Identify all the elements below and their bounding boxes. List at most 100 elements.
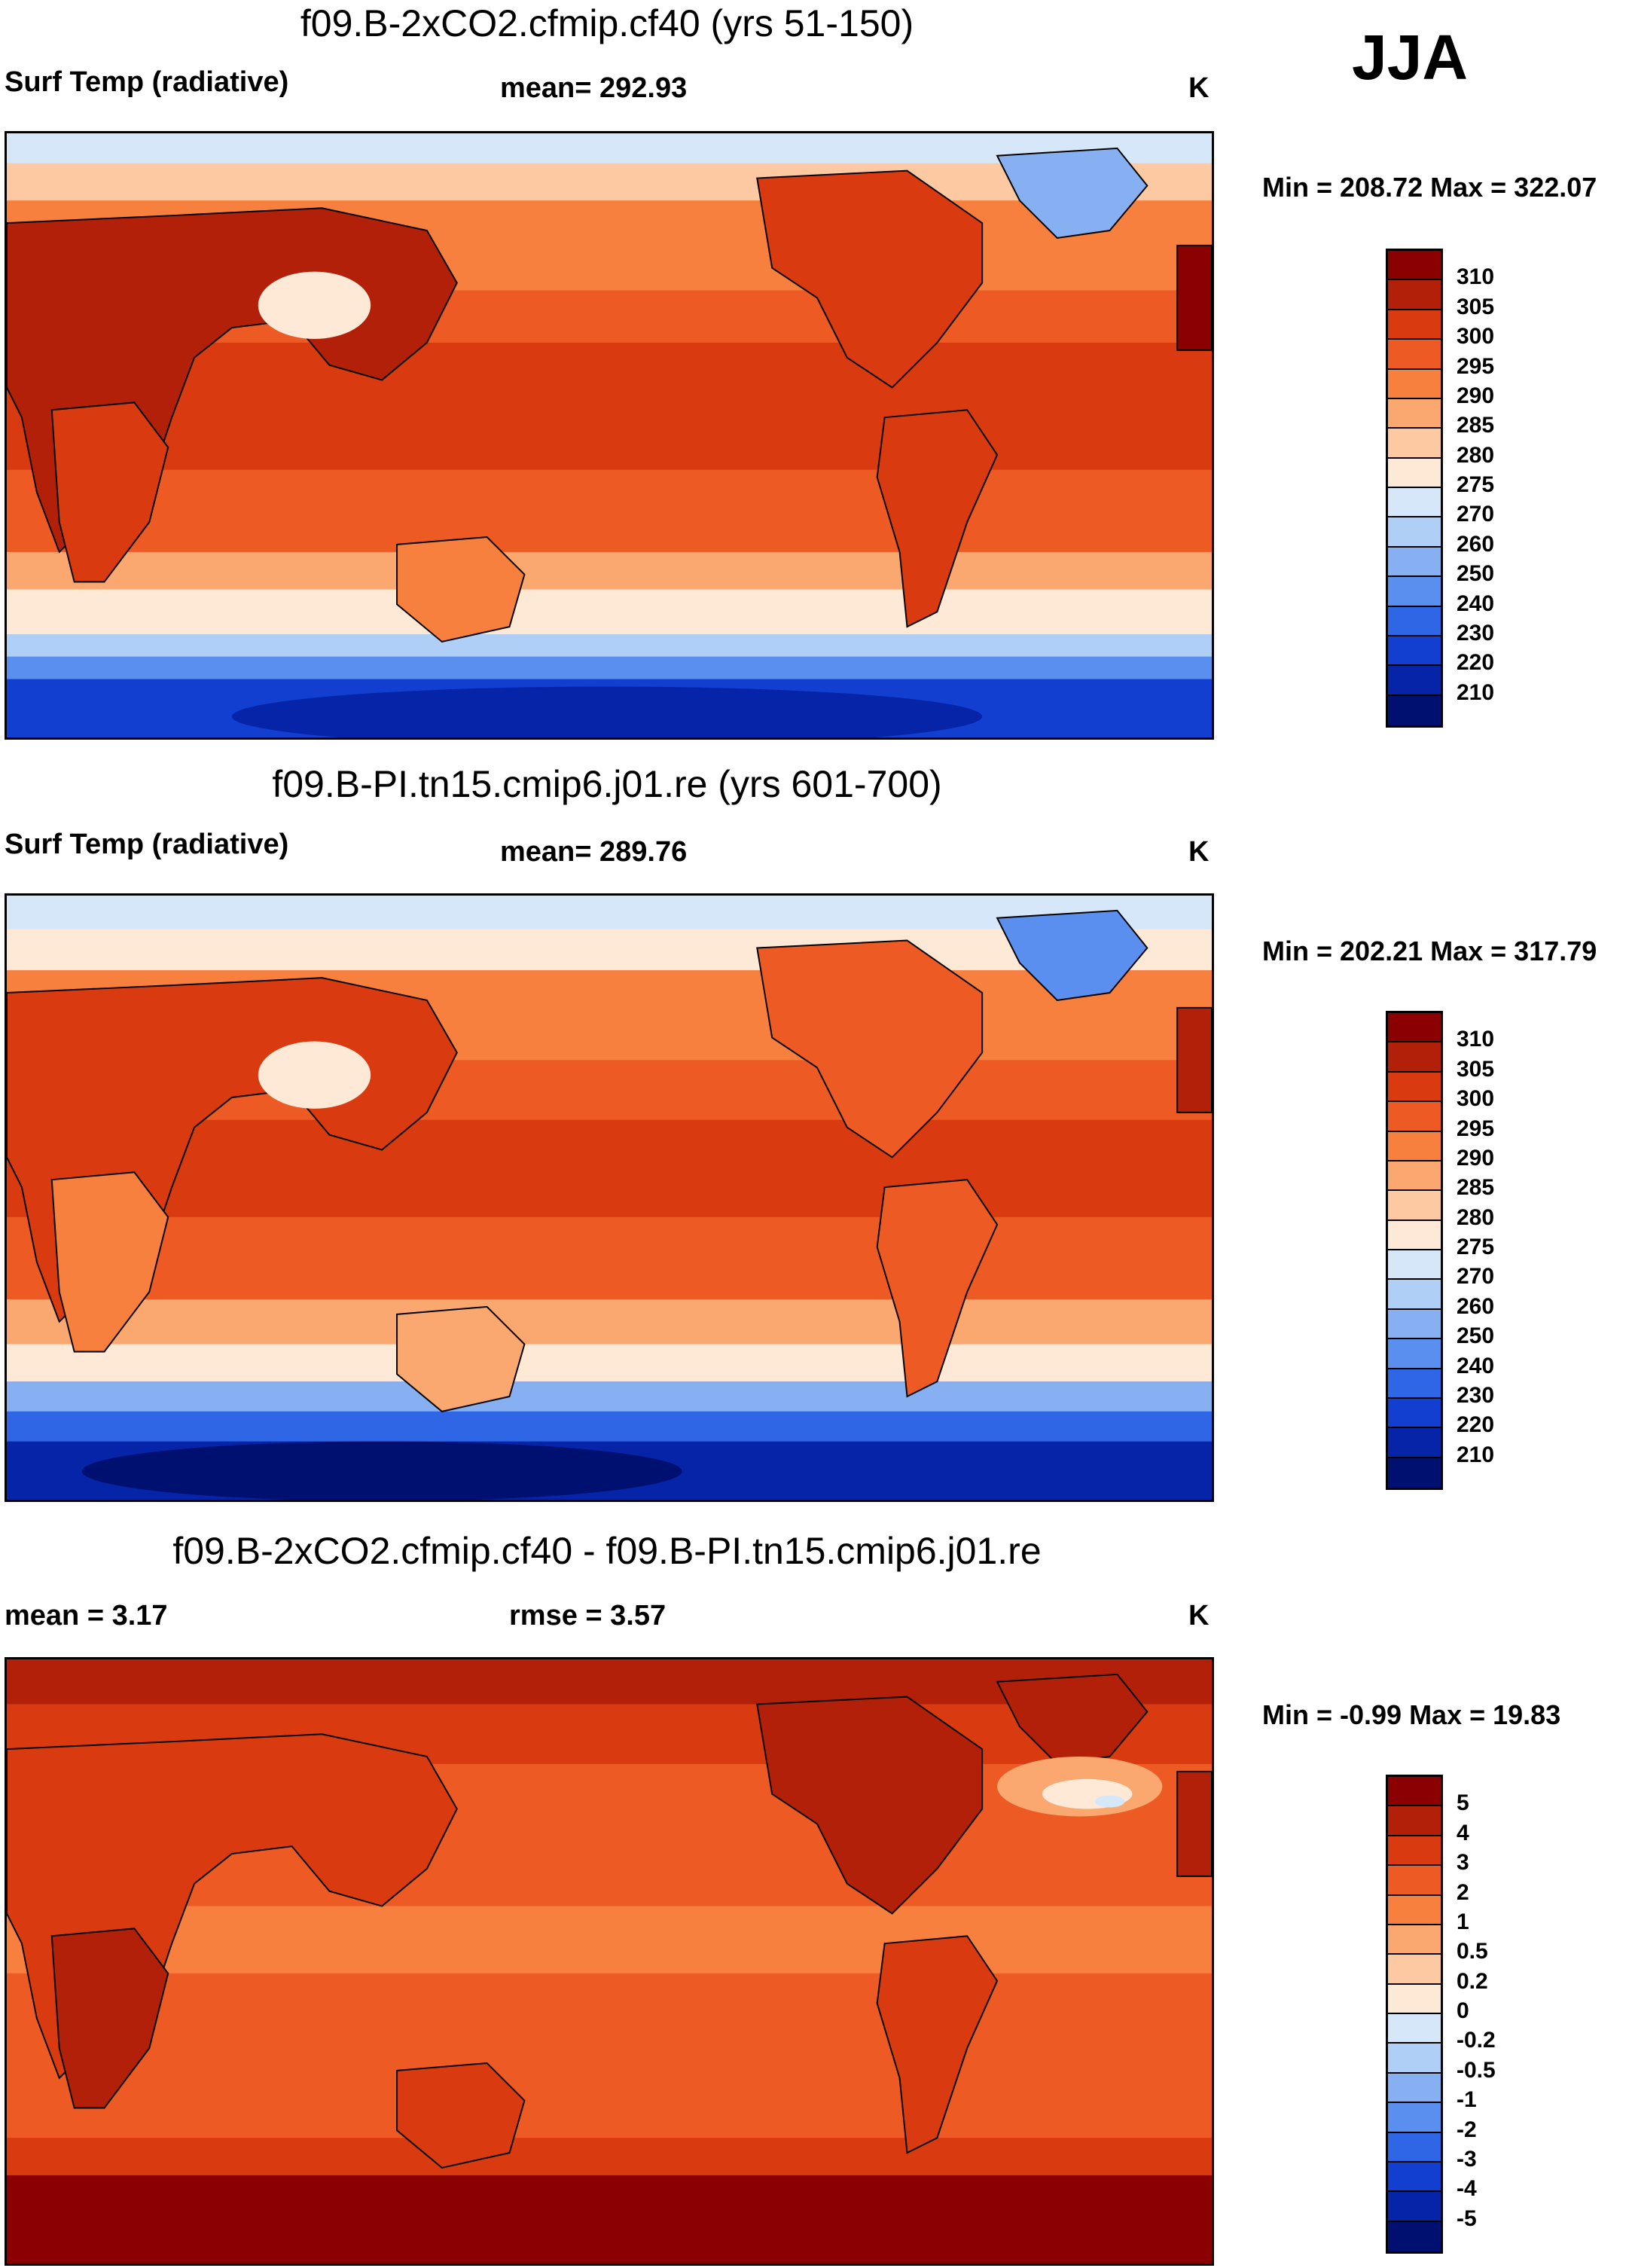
- panel-3-map-field: [7, 1659, 1212, 2263]
- colorbar-swatch: [1388, 1428, 1441, 1458]
- panel-1-title: f09.B-2xCO2.cfmip.cf40 (yrs 51-150): [300, 2, 914, 44]
- colorbar-tick-label: 2: [1457, 1879, 1469, 1905]
- colorbar-swatch: [1388, 547, 1441, 578]
- colorbar-swatch: [1388, 1220, 1441, 1250]
- colorbar-swatch: [1388, 577, 1441, 607]
- colorbar-tick-label: 220: [1457, 1412, 1495, 1438]
- colorbar-swatch: [1388, 1191, 1441, 1221]
- colorbar-swatch: [1388, 1777, 1441, 1807]
- colorbar-swatch: [1388, 636, 1441, 667]
- colorbar-swatch: [1388, 517, 1441, 548]
- colorbar-tick-label: 290: [1457, 1145, 1495, 1171]
- colorbar-tick-label: 300: [1457, 1086, 1495, 1112]
- colorbar-tick-label: 285: [1457, 413, 1495, 438]
- colorbar-swatch: [1388, 1161, 1441, 1192]
- panel-2-map-field: [7, 896, 1212, 1500]
- colorbar-tick-label: 310: [1457, 264, 1495, 290]
- colorbar-swatch: [1388, 1925, 1441, 1955]
- colorbar-swatch: [1388, 1955, 1441, 1985]
- colorbar-swatch: [1388, 1866, 1441, 1896]
- colorbar-tick-label: 0.2: [1457, 1968, 1488, 1994]
- panel-1-variable: Surf Temp (radiative): [5, 66, 289, 98]
- colorbar-tick-label: -1: [1457, 2087, 1477, 2113]
- panel-1-mean: mean= 292.93: [500, 72, 688, 104]
- colorbar-swatch: [1388, 1398, 1441, 1429]
- panel-1-map: [5, 131, 1214, 740]
- colorbar-swatch: [1388, 1131, 1441, 1161]
- colorbar-tick-label: 295: [1457, 353, 1495, 379]
- colorbar-tick-label: -2: [1457, 2117, 1477, 2142]
- colorbar-tick-label: -0.2: [1457, 2028, 1496, 2053]
- panel-2-variable: Surf Temp (radiative): [5, 829, 289, 860]
- colorbar-swatch: [1388, 2192, 1441, 2222]
- colorbar-tick-label: 210: [1457, 1442, 1495, 1467]
- colorbar-swatch: [1388, 2221, 1441, 2251]
- colorbar-swatch: [1388, 666, 1441, 696]
- colorbar-swatch: [1388, 2132, 1441, 2163]
- panel-2-map: [5, 893, 1214, 1502]
- colorbar-tick-label: 285: [1457, 1175, 1495, 1201]
- panel-3-mean: mean = 3.17: [5, 1600, 168, 1632]
- colorbar-tick-label: 4: [1457, 1820, 1469, 1845]
- colorbar-swatch: [1388, 1013, 1441, 1043]
- colorbar-tick-label: 305: [1457, 294, 1495, 319]
- colorbar-tick-label: 300: [1457, 324, 1495, 350]
- colorbar-swatch: [1388, 429, 1441, 459]
- colorbar-swatch: [1388, 1806, 1441, 1836]
- colorbar-tick-label: 275: [1457, 472, 1495, 497]
- colorbar-tick-label: 260: [1457, 531, 1495, 557]
- panel-3-rmse: rmse = 3.57: [509, 1600, 667, 1632]
- colorbar-swatch: [1388, 488, 1441, 518]
- colorbar-swatch: [1388, 1250, 1441, 1281]
- panel-3-map: [5, 1657, 1214, 2266]
- panel-1-minmax: Min = 208.72 Max = 322.07: [1262, 172, 1597, 203]
- colorbar-tick-label: 250: [1457, 561, 1495, 587]
- colorbar-tick-label: 240: [1457, 591, 1495, 616]
- colorbar-tick-label: 270: [1457, 502, 1495, 527]
- colorbar-swatch: [1388, 1836, 1441, 1867]
- colorbar-tick-label: 310: [1457, 1027, 1495, 1052]
- panel-1-colorbar: [1386, 249, 1443, 728]
- colorbar-tick-label: 260: [1457, 1293, 1495, 1319]
- panel-2-colorbar: [1386, 1011, 1443, 1490]
- colorbar-tick-label: 290: [1457, 383, 1495, 408]
- colorbar-tick-label: 305: [1457, 1056, 1495, 1082]
- colorbar-tick-label: 275: [1457, 1235, 1495, 1259]
- colorbar-tick-label: 5: [1457, 1790, 1469, 1816]
- colorbar-tick-label: 230: [1457, 1382, 1495, 1408]
- colorbar-tick-label: 0: [1457, 1998, 1469, 2023]
- colorbar-swatch: [1388, 251, 1441, 281]
- colorbar-swatch: [1388, 1369, 1441, 1399]
- colorbar-tick-label: 280: [1457, 1204, 1495, 1230]
- colorbar-swatch: [1388, 1458, 1441, 1488]
- panel-3-colorbar: [1386, 1775, 1443, 2254]
- panel-3-minmax: Min = -0.99 Max = 19.83: [1262, 1699, 1561, 1730]
- colorbar-swatch: [1388, 1984, 1441, 2014]
- colorbar-swatch: [1388, 1309, 1441, 1340]
- panel-2-mean: mean= 289.76: [500, 836, 688, 868]
- colorbar-swatch: [1388, 1072, 1441, 1103]
- colorbar-swatch: [1388, 398, 1441, 429]
- colorbar-tick-label: 280: [1457, 442, 1495, 468]
- panel-1-map-field: [7, 133, 1212, 737]
- colorbar-swatch: [1388, 280, 1441, 310]
- colorbar-tick-label: 0.5: [1457, 1939, 1488, 1964]
- colorbar-tick-label: 240: [1457, 1353, 1495, 1378]
- colorbar-tick-label: -3: [1457, 2146, 1477, 2172]
- colorbar-swatch: [1388, 2014, 1441, 2044]
- panel-3-units: K: [1188, 1600, 1210, 1632]
- colorbar-swatch: [1388, 2103, 1441, 2133]
- colorbar-tick-label: 210: [1457, 679, 1495, 705]
- colorbar-tick-label: -0.5: [1457, 2057, 1496, 2083]
- colorbar-tick-label: 220: [1457, 650, 1495, 676]
- colorbar-tick-label: 295: [1457, 1116, 1495, 1141]
- panel-3-title: f09.B-2xCO2.cfmip.cf40 - f09.B-PI.tn15.c…: [172, 1530, 1042, 1572]
- panel-2-units: K: [1188, 836, 1210, 868]
- colorbar-tick-label: 250: [1457, 1323, 1495, 1349]
- colorbar-swatch: [1388, 1042, 1441, 1073]
- colorbar-swatch: [1388, 2073, 1441, 2104]
- colorbar-swatch: [1388, 1339, 1441, 1369]
- panel-2-title: f09.B-PI.tn15.cmip6.j01.re (yrs 601-700): [272, 763, 942, 805]
- colorbar-swatch: [1388, 369, 1441, 399]
- colorbar-swatch: [1388, 310, 1441, 340]
